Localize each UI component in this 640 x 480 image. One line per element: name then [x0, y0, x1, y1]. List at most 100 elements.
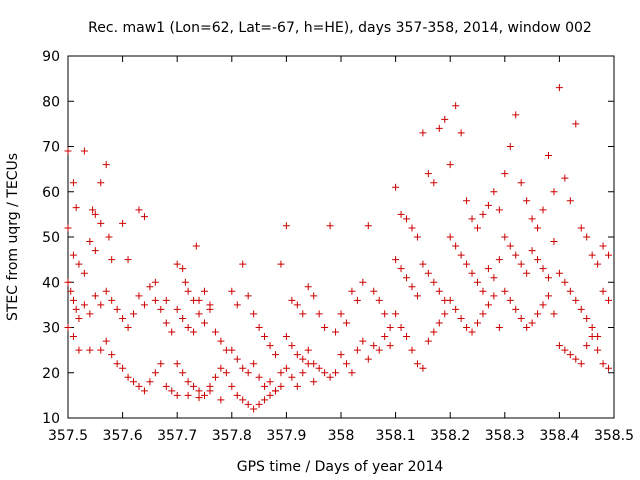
data-point [544, 292, 552, 300]
data-point [534, 256, 542, 264]
data-point [484, 301, 492, 309]
data-point [217, 337, 225, 345]
data-point [413, 292, 421, 300]
data-point [195, 394, 203, 402]
data-point [288, 296, 296, 304]
data-point [91, 210, 99, 218]
data-point [89, 206, 97, 214]
data-point [326, 373, 334, 381]
data-point [228, 346, 236, 354]
data-point [151, 296, 159, 304]
data-point [534, 224, 542, 232]
data-point [75, 260, 83, 268]
y-tick-label: 70 [42, 140, 60, 156]
data-point [255, 324, 263, 331]
data-point [501, 233, 509, 241]
data-point [293, 301, 301, 309]
data-point [326, 222, 334, 230]
data-point [299, 369, 307, 377]
data-point [512, 305, 520, 313]
data-point [162, 382, 170, 390]
data-point [102, 287, 110, 295]
data-point [359, 278, 367, 286]
data-point [506, 143, 514, 150]
y-tick-label: 30 [42, 321, 60, 337]
data-point [572, 296, 580, 304]
data-point [130, 378, 138, 386]
x-tick-label: 357.8 [212, 428, 252, 444]
data-point [282, 364, 290, 372]
data-point [201, 287, 208, 295]
data-point [375, 296, 383, 304]
data-point [102, 337, 110, 345]
data-point [162, 296, 170, 304]
data-point [151, 278, 159, 286]
data-point [348, 287, 356, 295]
data-point [512, 251, 520, 259]
data-point [403, 274, 411, 282]
data-point [359, 337, 367, 345]
x-axis-ticks: 357.5 357.6 357.7 357.8 357.9 358 358.1 358.2 35… [48, 56, 634, 444]
data-point [97, 346, 105, 354]
data-point [452, 305, 460, 313]
y-tick-label: 40 [42, 275, 60, 291]
data-point [353, 346, 361, 354]
data-point [605, 296, 613, 304]
data-point [228, 287, 236, 295]
y-tick-label: 10 [42, 411, 60, 427]
data-point [113, 305, 121, 313]
data-point [179, 265, 187, 273]
data-point [528, 319, 536, 327]
data-point [534, 310, 542, 318]
data-point [206, 305, 214, 313]
data-point [463, 260, 471, 268]
data-point [69, 333, 77, 341]
data-point [397, 324, 405, 331]
data-point [80, 147, 88, 155]
data-point [233, 301, 241, 309]
data-point [201, 391, 208, 399]
data-point [397, 265, 405, 273]
data-point [86, 238, 94, 246]
data-point [97, 219, 105, 227]
data-point [408, 224, 416, 232]
data-point [539, 206, 547, 214]
data-point [69, 179, 77, 187]
data-point [97, 179, 105, 187]
data-point [255, 400, 263, 408]
x-tick-label: 358.1 [376, 428, 416, 444]
data-point [370, 342, 378, 350]
data-point [119, 219, 127, 227]
data-point [452, 242, 460, 250]
data-point [140, 301, 148, 309]
data-point [474, 319, 481, 327]
data-point [577, 224, 585, 232]
data-point [408, 346, 416, 354]
data-point [271, 387, 279, 395]
data-point [288, 373, 296, 381]
data-point [211, 328, 219, 336]
data-point [244, 369, 252, 377]
data-point [102, 161, 110, 169]
x-tick-label: 358.3 [485, 428, 525, 444]
data-point [583, 342, 591, 350]
data-point [64, 147, 72, 155]
data-point [424, 170, 432, 178]
data-point [184, 287, 192, 295]
data-point [288, 342, 296, 350]
x-tick-label: 357.5 [48, 428, 88, 444]
data-point [435, 287, 443, 295]
data-point [501, 287, 509, 295]
data-point [386, 324, 394, 331]
data-point [146, 283, 154, 291]
data-point [201, 319, 208, 327]
data-point [424, 337, 432, 345]
x-tick-label: 358.5 [594, 428, 634, 444]
data-point [457, 129, 465, 137]
data-point [528, 247, 536, 255]
data-point [277, 369, 285, 377]
data-point [222, 369, 230, 377]
data-point [495, 256, 503, 264]
data-point [523, 197, 531, 205]
